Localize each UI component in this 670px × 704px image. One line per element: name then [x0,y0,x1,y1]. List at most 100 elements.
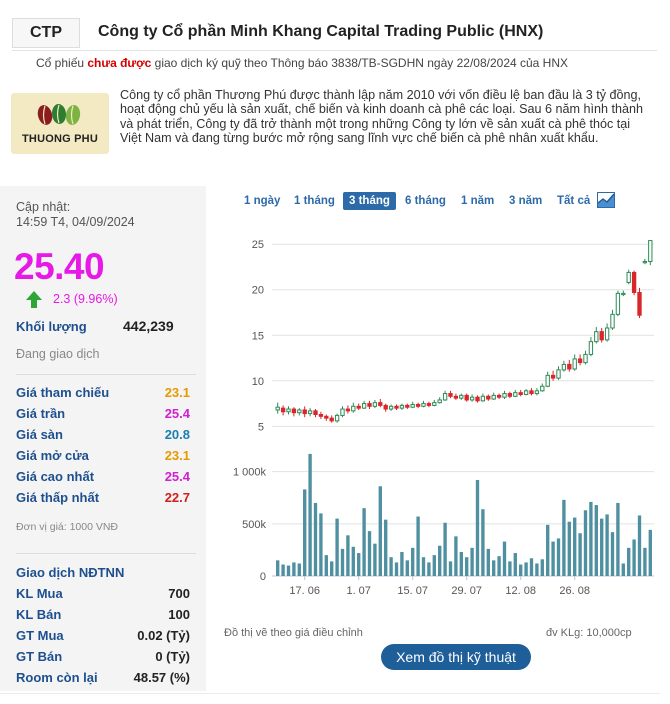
range-tab[interactable]: 1 tháng [294,195,335,207]
volume-bar [286,565,291,576]
price-row-label: Giá sàn [16,427,63,442]
range-tab[interactable]: 1 năm [461,195,495,207]
candle-body [345,408,351,412]
candle-body [388,405,394,410]
volume-bar [475,480,480,576]
volume-bar [492,560,496,576]
volume-bar [319,513,323,576]
candle-body [480,395,486,402]
candle-body [561,363,567,371]
candle-body [442,393,448,401]
candle-body [340,408,345,416]
candle-body [421,403,426,407]
volume-bar [432,555,436,576]
volume-unit-note: đv KLg: 10,000cp [546,627,632,639]
volume-bar [448,561,453,576]
chart-adjusted-note: Đồ thị vẽ theo giá điều chỉnh [224,627,363,639]
candle-body [475,396,480,402]
up-arrow-icon [26,291,42,308]
foreign-row-label: Room còn lại [16,670,98,685]
chart-type-icon[interactable] [597,192,615,208]
x-tick-label: 29. 07 [451,585,482,597]
margin-note-highlight: chưa được [87,56,152,70]
volume-bar [621,563,625,576]
technical-chart-button[interactable]: Xem đồ thị kỹ thuật [381,644,531,670]
candle-body [648,240,653,263]
range-tab[interactable]: 1 ngày [244,195,281,207]
range-tab[interactable]: 6 tháng [405,195,446,207]
volume-bar [497,556,501,576]
update-label: Cập nhật: [16,200,71,214]
volume-bar [443,522,447,576]
volume-tick-label: 0 [260,571,266,583]
candle-body [464,394,469,401]
volume-bar [546,524,550,576]
price-row-label: Giá cao nhất [16,469,95,484]
volume-bar [556,538,561,576]
candle-body [637,291,642,316]
volume-bar [454,536,458,576]
volume-bar [562,499,566,576]
candle-body [426,403,432,406]
candle-body [329,417,334,422]
coffee-beans-icon [37,104,81,125]
candle-body [610,313,615,329]
candle-body [518,392,523,395]
price-tick-label: 10 [252,376,264,388]
logo-wordmark: THUONG PHU [22,133,98,145]
volume-bar [416,516,420,576]
foreign-row-label: KL Bán [16,607,62,622]
foreign-row-value: 0 (Tỷ) [155,649,190,664]
foreign-row-value: 0.02 (Tỷ) [137,628,190,643]
panel-divider [16,553,196,554]
candle-body [280,407,286,413]
candle-body [550,374,556,379]
price-row-label: Giá thấp nhất [16,490,100,505]
candle-body [491,394,496,400]
foreign-row-value: 48.57 (%) [133,670,190,685]
unit-note: Đơn vị giá: 1000 VNĐ [16,521,119,533]
volume-bar [567,521,571,576]
volume-bar [351,546,355,576]
range-tab[interactable]: Tất cả [557,195,591,207]
volume-bar [427,562,431,576]
margin-note-suffix: giao dịch ký quỹ theo Thông báo 3838/TB-… [151,56,569,70]
volume-bar [573,517,577,576]
candle-body [642,261,648,264]
x-tick-label: 17. 06 [289,585,320,597]
candle-body [356,405,361,409]
price-row-label: Giá tham chiếu [16,385,110,400]
margin-note-prefix: Cổ phiếu [36,56,88,70]
candle-body [577,358,583,364]
price-tick-label: 25 [252,239,264,251]
price-change: 2.3 (9.96%) [53,292,118,306]
candle-body [453,395,459,399]
candle-body [297,409,302,414]
candle-body [599,331,604,341]
price-tick-label: 5 [258,421,264,433]
candle-body [286,408,291,413]
candle-body [469,396,475,401]
volume-bar [400,552,404,576]
candle-body [615,292,621,315]
range-tab[interactable]: 3 tháng [343,192,396,210]
candle-body [313,410,318,416]
current-price: 25.40 [14,246,105,287]
candle-body [307,410,313,415]
volume-bar [330,561,334,576]
candle-body [324,415,329,419]
volume-bar [389,557,393,576]
candle-body [318,414,324,417]
volume-bar [394,562,399,576]
volume-label: Khối lượng [16,319,87,334]
candle-body [378,402,383,406]
volume-bar [335,518,339,576]
volume-bar [643,547,647,576]
range-tab[interactable]: 3 năm [509,195,543,207]
volume-bar [594,505,598,576]
candle-body [540,385,545,392]
volume-bar [627,547,631,576]
candle-body [334,414,340,422]
volume-bar [276,560,280,576]
header-divider [12,50,657,51]
